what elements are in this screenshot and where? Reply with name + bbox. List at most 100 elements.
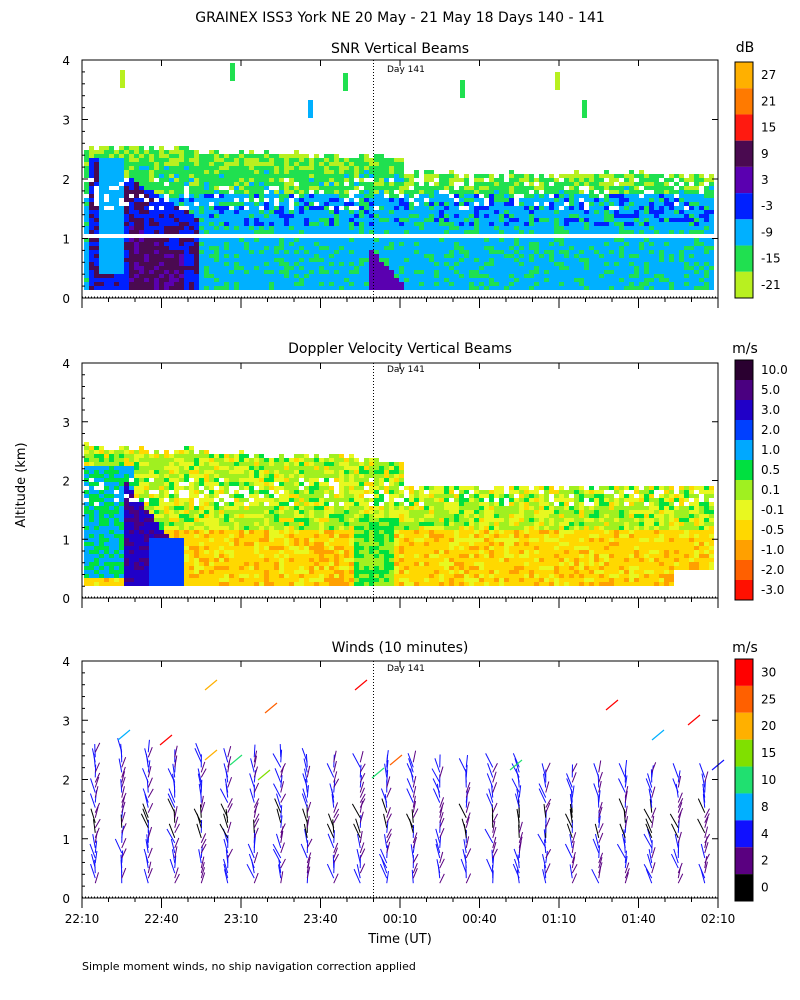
snr-cell [149, 202, 154, 206]
snr-cell [134, 178, 139, 182]
snr-cell [109, 226, 114, 230]
snr-cell [159, 274, 164, 278]
snr-cell [559, 238, 564, 242]
doppler-cell [194, 566, 199, 570]
snr-cell [184, 166, 189, 170]
snr-cell [294, 158, 299, 162]
doppler-cell [104, 502, 109, 506]
snr-cell [629, 190, 634, 194]
snr-cell [174, 246, 179, 250]
snr-cell [304, 246, 309, 250]
doppler-cell [169, 502, 174, 506]
doppler-cell [154, 562, 159, 566]
snr-cell [154, 150, 159, 154]
snr-cell [469, 186, 474, 190]
snr-cell [604, 182, 609, 186]
snr-cell [89, 154, 94, 158]
doppler-cell [184, 566, 189, 570]
snr-cell [174, 170, 179, 174]
snr-cell [354, 222, 359, 226]
doppler-cell [144, 506, 149, 510]
snr-cell [104, 226, 109, 230]
snr-cell [144, 250, 149, 254]
doppler-cell [89, 470, 94, 474]
doppler-cell [89, 574, 94, 578]
doppler-cell [164, 582, 169, 586]
snr-cell [89, 218, 94, 222]
snr-cell [549, 218, 554, 222]
snr-cell [89, 190, 94, 194]
snr-cell [314, 206, 319, 210]
snr-cell [599, 174, 604, 178]
snr-cell [139, 218, 144, 222]
snr-cell [379, 226, 384, 230]
snr-cell [569, 182, 574, 186]
snr-cell [254, 182, 259, 186]
doppler-cell [214, 526, 219, 530]
snr-cell [94, 258, 99, 262]
snr-cell [109, 190, 114, 194]
snr-cell [99, 258, 104, 262]
snr-cell [379, 238, 384, 242]
snr-cell [84, 174, 89, 178]
snr-cell [204, 266, 209, 270]
snr-cell [399, 258, 404, 262]
doppler-cell [119, 462, 124, 466]
snr-cell [304, 278, 309, 282]
doppler-cell [239, 546, 244, 550]
snr-cell [304, 218, 309, 222]
snr-cell [169, 286, 174, 290]
snr-cell [539, 206, 544, 210]
snr-cell [444, 270, 449, 274]
snr-cell [414, 278, 419, 282]
snr-cell [244, 182, 249, 186]
snr-cell [254, 238, 259, 242]
snr-cell [209, 230, 214, 234]
snr-cell [409, 222, 414, 226]
doppler-cell [209, 550, 214, 554]
snr-cell [99, 250, 104, 254]
doppler-cell [249, 562, 254, 566]
snr-cell [384, 282, 389, 286]
doppler-cell [124, 550, 129, 554]
doppler-cell [249, 486, 254, 490]
doppler-cell [104, 454, 109, 458]
snr-cell [524, 194, 529, 198]
snr-cell [144, 186, 149, 190]
doppler-cell [99, 574, 104, 578]
snr-cell [254, 266, 259, 270]
doppler-cell [244, 530, 249, 534]
doppler-cell [194, 462, 199, 466]
doppler-cell [229, 510, 234, 514]
snr-cell [524, 254, 529, 258]
snr-cell [114, 194, 119, 198]
snr-cell [484, 186, 489, 190]
snr-cell [439, 242, 444, 246]
snr-cell [709, 242, 714, 246]
snr-cell [344, 266, 349, 270]
snr-cell [179, 194, 184, 198]
doppler-cell [144, 558, 149, 562]
snr-cell [399, 230, 404, 234]
snr-cell [139, 238, 144, 242]
snr-cell [389, 218, 394, 222]
doppler-cell [184, 450, 189, 454]
doppler-cell [89, 466, 94, 470]
snr-cell [344, 222, 349, 226]
doppler-cell [249, 526, 254, 530]
doppler-cell [94, 578, 99, 582]
snr-cell [554, 218, 559, 222]
doppler-cell [229, 558, 234, 562]
doppler-cell [234, 558, 239, 562]
snr-cell [94, 270, 99, 274]
snr-cell [244, 178, 249, 182]
snr-cell [629, 182, 634, 186]
snr-cell [254, 214, 259, 218]
snr-cell [624, 202, 629, 206]
snr-cell [534, 194, 539, 198]
snr-cell [409, 182, 414, 186]
snr-cell [369, 286, 374, 290]
snr-cell [119, 278, 124, 282]
doppler-cell [139, 518, 144, 522]
snr-cell [259, 230, 264, 234]
